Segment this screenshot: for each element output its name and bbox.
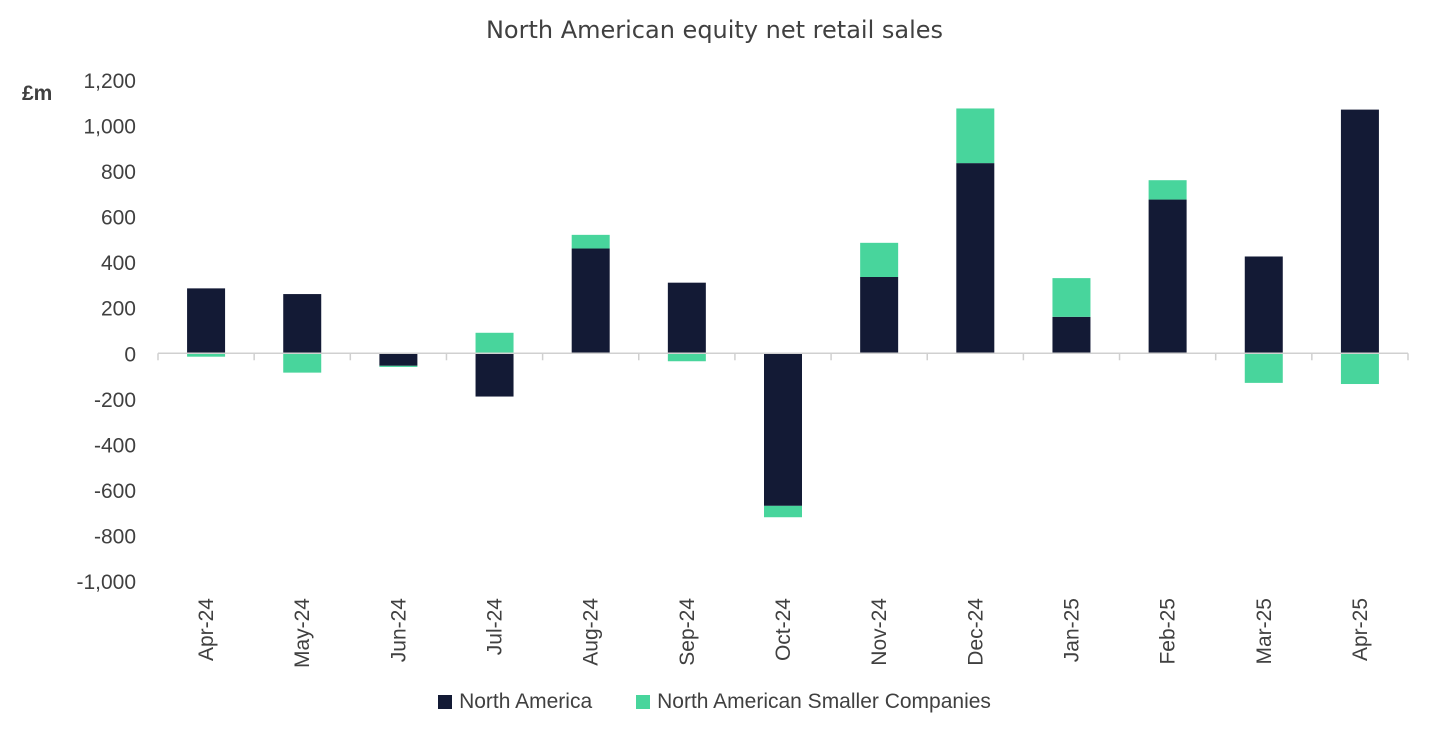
bar-north-america: [1340, 109, 1379, 354]
bar-north-american-smaller-companies: [283, 353, 322, 373]
x-tick-label: Jul-24: [484, 598, 507, 656]
legend-label-north-america: North America: [459, 690, 593, 713]
chart-title: North American equity net retail sales: [485, 16, 944, 44]
bar-north-america: [956, 163, 995, 354]
x-tick-label: Mar-25: [1253, 598, 1276, 665]
bar-north-american-smaller-companies: [956, 108, 995, 164]
bar-north-american-smaller-companies: [379, 365, 418, 367]
y-tick-label: -400: [94, 434, 136, 457]
legend-label-north-american-smaller-companies: North American Smaller Companies: [657, 690, 991, 713]
y-tick-label: -200: [94, 389, 136, 412]
bar-north-america: [860, 276, 899, 354]
legend-swatch-north-america: [438, 695, 453, 709]
bar-north-america: [187, 288, 226, 354]
y-tick-label: 1,200: [83, 70, 136, 93]
bar-north-american-smaller-companies: [571, 234, 610, 249]
x-tick-label: Jun-24: [387, 598, 410, 663]
legend-item-north-american-smaller-companies: North American Smaller Companies: [636, 690, 991, 714]
y-tick-label: -600: [94, 480, 136, 503]
y-tick-label: 200: [101, 298, 136, 321]
bar-north-america: [764, 353, 802, 506]
bar-north-america: [1148, 199, 1187, 354]
y-tick-label: 0: [124, 343, 136, 366]
bar-north-america: [571, 248, 610, 354]
bar-north-american-smaller-companies: [475, 332, 514, 354]
x-tick-label: Oct-24: [772, 598, 795, 661]
x-tick-label: Aug-24: [580, 598, 603, 666]
x-tick-label: Jan-25: [1060, 598, 1083, 662]
x-tick-label: Dec-24: [964, 598, 987, 666]
x-tick-label: Apr-24: [195, 598, 218, 661]
y-axis-unit-label: £m: [22, 82, 53, 105]
legend-swatch-north-american-smaller-companies: [636, 695, 651, 709]
bar-north-american-smaller-companies: [764, 505, 802, 518]
x-tick-label: Apr-25: [1349, 598, 1372, 661]
bar-north-america: [379, 353, 418, 366]
bar-north-american-smaller-companies: [1244, 353, 1283, 383]
x-tick-label: Sep-24: [676, 598, 699, 666]
bar-north-american-smaller-companies: [860, 242, 899, 277]
bar-north-american-smaller-companies: [1148, 180, 1187, 200]
y-tick-label: -1,000: [76, 571, 136, 594]
chart-plot-area: -1,000 -800 -600 -400 -200 0 200 400 600 800 1,000…: [76, 70, 1409, 668]
bar-north-american-smaller-companies: [1340, 353, 1379, 385]
bar-north-american-smaller-companies: [667, 353, 706, 362]
bar-north-america: [475, 353, 514, 397]
bar-north-america: [1052, 316, 1091, 354]
bar-north-america: [283, 294, 322, 354]
chart-legend: North America North American Smaller Com…: [0, 690, 1429, 714]
bar-north-american-smaller-companies: [187, 353, 226, 357]
bar-north-america: [667, 282, 706, 354]
y-tick-label: 800: [101, 161, 136, 184]
y-tick-label: 400: [101, 252, 136, 275]
legend-item-north-america: North America: [438, 690, 592, 714]
x-tick-label: Nov-24: [868, 598, 891, 666]
bar-north-america: [1244, 256, 1283, 354]
bar-north-american-smaller-companies: [1052, 278, 1091, 317]
y-tick-label: 1,000: [83, 116, 136, 139]
y-tick-label: -800: [94, 525, 136, 548]
x-tick-label: Feb-25: [1157, 598, 1180, 665]
x-tick-label: May-24: [291, 598, 314, 668]
y-tick-label: 600: [101, 207, 136, 230]
